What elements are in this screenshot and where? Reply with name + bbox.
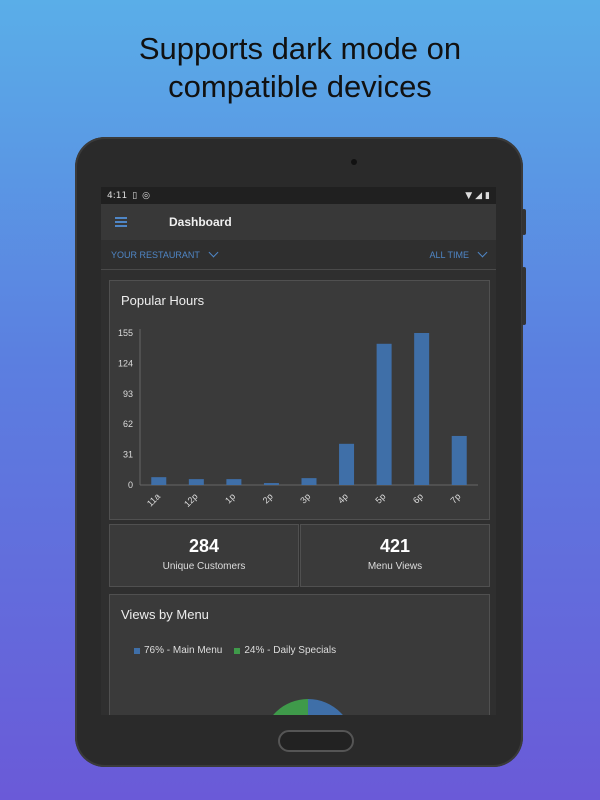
battery-icon: ▮ [485, 190, 490, 201]
legend-item-main-menu: 76% - Main Menu [134, 645, 222, 656]
x-tick-label: 2p [261, 491, 275, 505]
headline: Supports dark mode on compatible devices [0, 30, 600, 106]
bar [263, 483, 279, 485]
time-range-dropdown[interactable]: ALL TIME [429, 247, 488, 260]
popular-hours-chart: 0 31 62 93 124 155 11a 12p 1p 2p 3p 4p 5p 6p 7p [118, 328, 478, 509]
y-tick-label: 62 [123, 419, 133, 429]
y-tick-label: 155 [118, 328, 133, 338]
headline-line-1: Supports dark mode on [138, 31, 462, 66]
bar [414, 333, 430, 485]
power-button [522, 209, 526, 235]
page-title: Dashboard [169, 215, 232, 229]
time-range-dropdown-label: ALL TIME [429, 249, 469, 260]
x-tick-label: 6p [411, 491, 425, 505]
pie-slice [308, 699, 343, 715]
views-by-menu-card: Views by Menu 76% - Main Menu 24% - Dail… [109, 594, 490, 715]
unique-customers-label: Unique Customers [162, 561, 246, 572]
pie-slice [273, 699, 308, 715]
status-bar: 4:11 ▯ ◎ ▼ ◢ ▮ [101, 187, 496, 204]
legend-label: 76% - Main Menu [144, 645, 223, 656]
bar [339, 443, 355, 485]
bar [226, 479, 242, 485]
app-screen: 4:11 ▯ ◎ ▼ ◢ ▮ Dashboard YOUR RESTAURANT… [101, 187, 496, 715]
bar [451, 435, 467, 485]
unique-customers-value: 284 [188, 536, 220, 556]
sync-icon: ◎ [142, 190, 151, 201]
restaurant-dropdown[interactable]: YOUR RESTAURANT [111, 247, 219, 260]
x-tick-label: 1p [223, 491, 237, 505]
x-tick-label: 12p [182, 491, 200, 509]
home-button[interactable] [278, 730, 354, 752]
filter-bar: YOUR RESTAURANT ALL TIME [101, 240, 496, 270]
legend-label: 24% - Daily Specials [244, 645, 337, 656]
bar [376, 343, 392, 485]
signal-icon: ◢ [475, 190, 483, 201]
bar [188, 479, 204, 485]
y-tick-label: 93 [123, 389, 133, 399]
y-tick-label: 124 [118, 358, 133, 368]
status-time: 4:11 [107, 190, 128, 201]
unique-customers-card: 284 Unique Customers [109, 524, 299, 587]
y-tick-label: 31 [123, 450, 133, 460]
chevron-down-icon [208, 247, 219, 258]
headline-line-2: compatible devices [168, 69, 432, 104]
views-by-menu-title: Views by Menu [121, 607, 209, 622]
wifi-icon: ▼ [465, 190, 473, 201]
volume-button [522, 267, 526, 325]
restaurant-dropdown-label: YOUR RESTAURANT [111, 249, 200, 260]
x-tick-label: 7p [448, 491, 462, 505]
x-tick-label: 4p [336, 491, 350, 505]
popular-hours-title: Popular Hours [121, 293, 205, 308]
menu-views-value: 421 [379, 536, 411, 556]
x-tick-label: 5p [373, 491, 387, 505]
x-tick-label: 11a [145, 491, 162, 508]
views-by-menu-legend: 76% - Main Menu 24% - Daily Specials [134, 645, 336, 656]
app-bar: Dashboard [101, 204, 496, 240]
legend-swatch [134, 647, 140, 654]
sim-card-icon: ▯ [132, 190, 138, 201]
popular-hours-card: Popular Hours 0 31 62 93 124 155 11a 12p 1p 2p 3p 4… [109, 280, 490, 520]
camera-icon [351, 159, 357, 165]
views-by-menu-chart [273, 699, 343, 715]
bar [301, 478, 317, 485]
menu-views-label: Menu Views [367, 561, 423, 572]
legend-item-daily-specials: 24% - Daily Specials [234, 645, 336, 656]
bar [151, 477, 167, 485]
chevron-down-icon [477, 247, 488, 258]
menu-views-card: 421 Menu Views [300, 524, 490, 587]
y-tick-label: 0 [128, 480, 133, 490]
x-tick-label: 3p [298, 491, 312, 505]
legend-swatch [234, 647, 241, 654]
tablet-frame: 4:11 ▯ ◎ ▼ ◢ ▮ Dashboard YOUR RESTAURANT… [75, 137, 526, 767]
hamburger-menu-icon[interactable] [115, 217, 127, 227]
